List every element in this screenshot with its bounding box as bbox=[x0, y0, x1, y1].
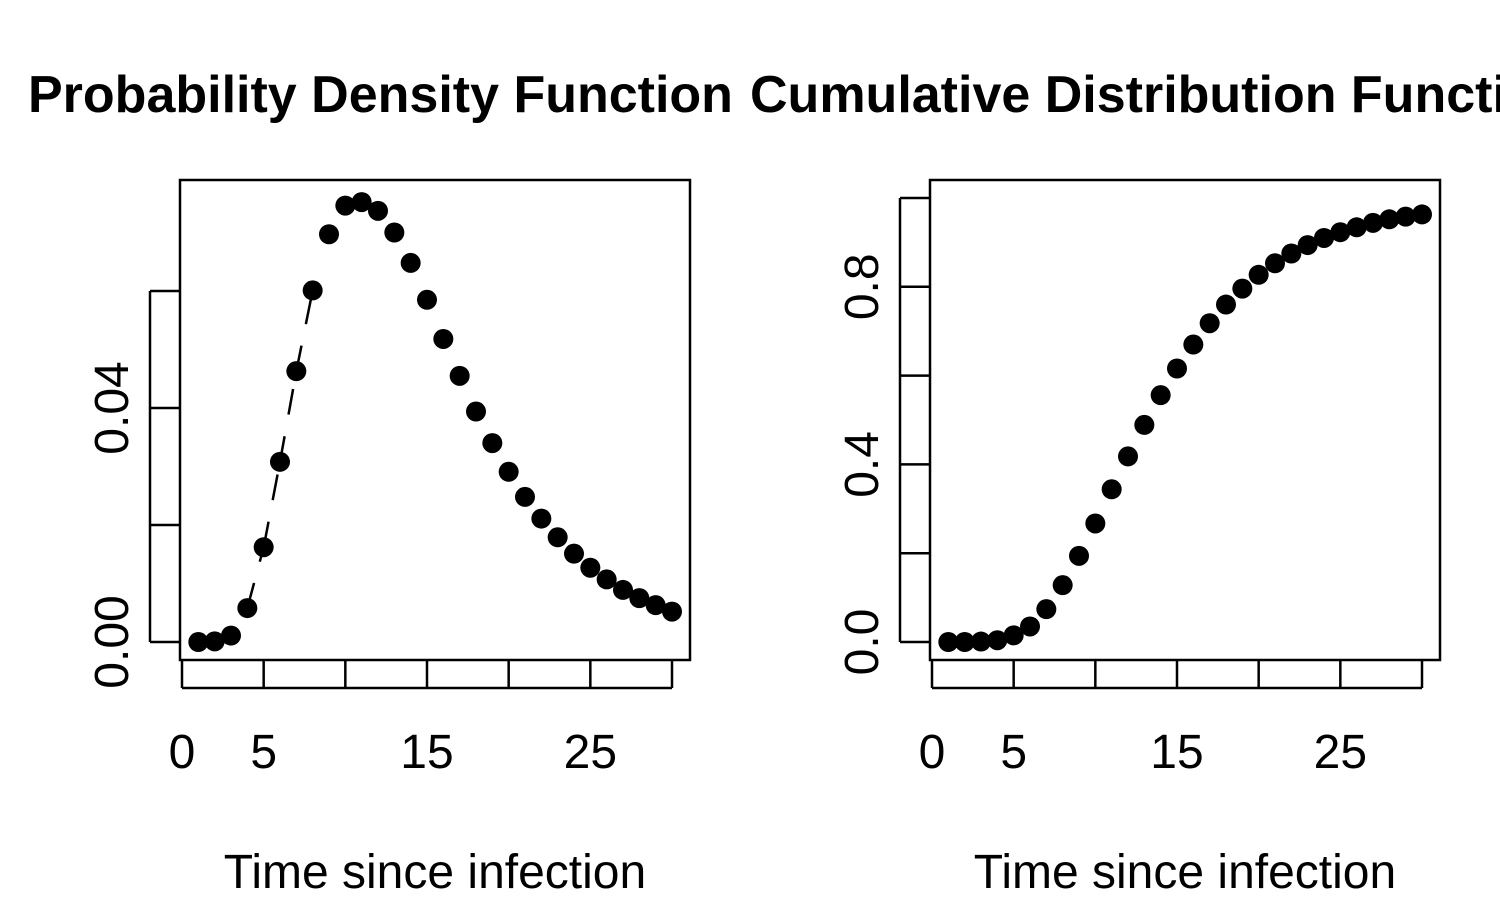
cdf-data-point bbox=[1199, 313, 1220, 334]
pdf-data-point bbox=[580, 557, 601, 578]
cdf-data-point bbox=[954, 632, 975, 652]
pdf-data-point bbox=[188, 632, 209, 652]
pdf-data-point bbox=[384, 222, 405, 243]
pdf-data-point bbox=[498, 461, 519, 482]
cdf-data-point bbox=[1134, 414, 1155, 435]
cdf-x-axis-label: Time since infection bbox=[974, 846, 1396, 899]
pdf-x-tick-label: 15 bbox=[400, 726, 453, 779]
cdf-data-point bbox=[1052, 575, 1073, 596]
pdf-data-point bbox=[400, 252, 421, 273]
cdf-data-point bbox=[1330, 222, 1351, 243]
cdf-data-point bbox=[1150, 385, 1171, 406]
pdf-y-axis: 0.00 0.04 bbox=[86, 289, 180, 689]
pdf-x-axis: 0 5 15 25 bbox=[169, 660, 674, 779]
pdf-data-point bbox=[482, 433, 503, 454]
pdf-data-point bbox=[286, 361, 307, 382]
cdf-data-point bbox=[1232, 278, 1253, 299]
pdf-data-point bbox=[302, 280, 323, 301]
pdf-y-tick-label: 0.04 bbox=[86, 361, 139, 454]
cdf-data-point bbox=[938, 632, 959, 652]
pdf-connector-segment bbox=[295, 290, 314, 372]
cdf-points bbox=[938, 204, 1432, 652]
cdf-panel: 0 5 15 25 0.0 0.4 0.8 Time since infection bbox=[836, 178, 1442, 899]
pdf-dashed-connector bbox=[246, 290, 314, 609]
pdf-data-point bbox=[221, 625, 241, 646]
cdf-plot-frame bbox=[928, 178, 1442, 662]
cdf-data-point bbox=[1003, 625, 1024, 646]
pdf-data-point bbox=[368, 200, 388, 221]
pdf-data-point bbox=[335, 195, 356, 216]
pdf-x-tick-label: 0 bbox=[169, 726, 196, 779]
pdf-data-point bbox=[237, 598, 258, 619]
pdf-data-point bbox=[547, 527, 568, 548]
pdf-connector-segment bbox=[246, 546, 265, 609]
cdf-data-point bbox=[1314, 227, 1334, 248]
cdf-data-point bbox=[1346, 217, 1367, 238]
cdf-data-point bbox=[971, 631, 991, 652]
cdf-y-axis: 0.0 0.4 0.8 bbox=[836, 196, 930, 676]
pdf-y-tick-label: 0.00 bbox=[86, 595, 139, 688]
pdf-data-point bbox=[351, 192, 372, 213]
cdf-data-point bbox=[1118, 446, 1138, 467]
pdf-data-point bbox=[466, 401, 486, 422]
pdf-data-point bbox=[645, 595, 666, 616]
pdf-data-point bbox=[433, 328, 454, 349]
pdf-data-point bbox=[596, 569, 617, 590]
cdf-y-tick-label: 0.4 bbox=[836, 431, 889, 498]
cdf-data-point bbox=[1297, 235, 1318, 256]
pdf-x-axis-label: Time since infection bbox=[224, 846, 646, 899]
cdf-y-tick-label: 0.0 bbox=[836, 609, 889, 676]
pdf-panel: 0 5 15 25 0.00 0.04 Time since infection bbox=[86, 178, 692, 899]
cdf-data-point bbox=[1101, 479, 1122, 500]
pdf-data-point bbox=[417, 289, 437, 310]
cdf-data-point bbox=[1395, 206, 1416, 227]
cdf-data-point bbox=[1248, 264, 1269, 285]
cdf-data-point bbox=[1020, 616, 1040, 637]
pdf-points bbox=[188, 192, 682, 652]
cdf-data-point bbox=[1412, 204, 1432, 225]
cdf-data-point bbox=[1036, 599, 1057, 620]
pdf-data-point bbox=[270, 451, 290, 472]
pdf-x-tick-label: 5 bbox=[250, 726, 277, 779]
cdf-x-axis: 0 5 15 25 bbox=[919, 660, 1424, 779]
cdf-data-point bbox=[1265, 253, 1285, 274]
cdf-x-tick-label: 0 bbox=[919, 726, 946, 779]
cdf-x-tick-label: 15 bbox=[1150, 726, 1203, 779]
cdf-data-point bbox=[1363, 212, 1383, 233]
pdf-data-point bbox=[613, 579, 633, 600]
cdf-data-point bbox=[1167, 358, 1187, 379]
cdf-data-point bbox=[1069, 545, 1089, 566]
cdf-data-point bbox=[1281, 243, 1302, 264]
pdf-plot-frame bbox=[178, 178, 692, 662]
cdf-x-tick-label: 5 bbox=[1000, 726, 1027, 779]
pdf-data-point bbox=[662, 601, 682, 622]
pdf-x-tick-label: 25 bbox=[564, 726, 617, 779]
cdf-data-point bbox=[1216, 294, 1236, 315]
cdf-data-point bbox=[987, 630, 1008, 651]
pdf-data-point bbox=[531, 508, 552, 529]
pdf-data-point bbox=[449, 365, 470, 386]
pdf-data-point bbox=[564, 543, 584, 564]
pdf-connector-segment bbox=[278, 370, 298, 463]
cdf-data-point bbox=[1379, 209, 1400, 230]
pdf-data-point bbox=[515, 486, 535, 507]
cdf-chart-title: Cumulative Distribution Function bbox=[750, 66, 1500, 124]
pdf-data-point bbox=[204, 631, 225, 652]
pdf-data-point bbox=[253, 537, 274, 558]
cdf-data-point bbox=[1183, 334, 1204, 355]
cdf-data-point bbox=[1085, 513, 1106, 534]
pdf-data-point bbox=[319, 224, 339, 245]
cdf-y-tick-label: 0.8 bbox=[836, 253, 889, 320]
pdf-connector-segment bbox=[262, 461, 282, 548]
pdf-chart-title: Probability Density Function bbox=[28, 66, 733, 124]
pdf-data-point bbox=[629, 588, 650, 609]
cdf-x-tick-label: 25 bbox=[1314, 726, 1367, 779]
